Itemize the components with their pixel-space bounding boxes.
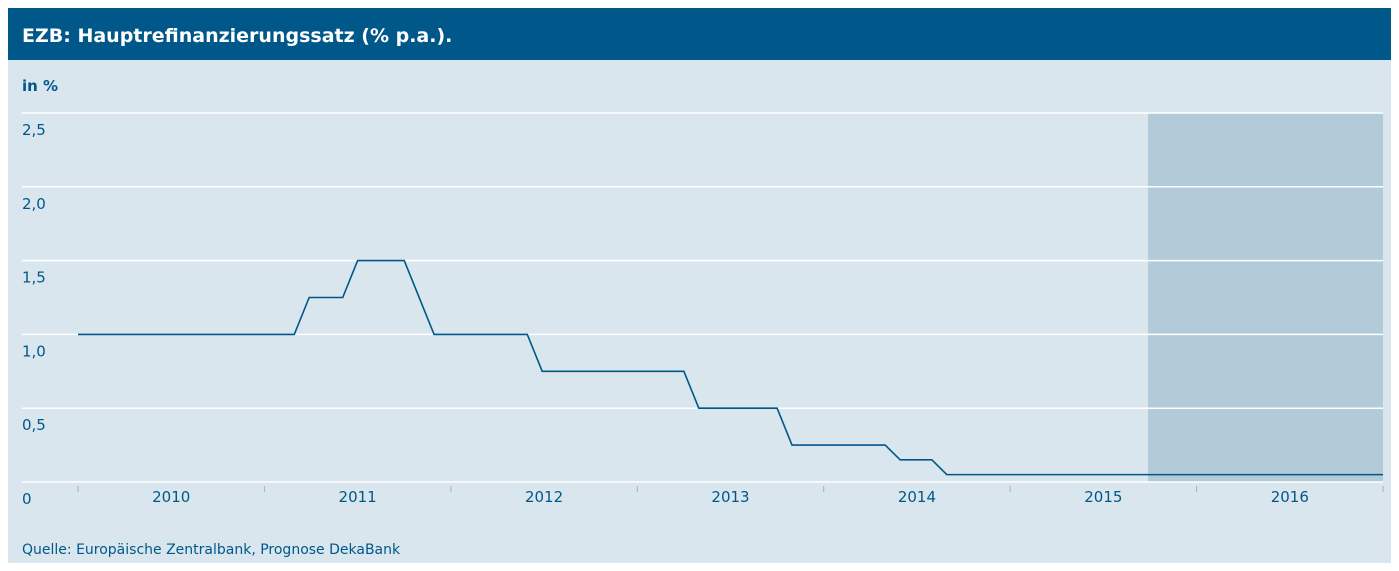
- x-tick-label: 2012: [525, 488, 563, 506]
- header-bar: [8, 8, 1391, 60]
- source-note: Quelle: Europäische Zentralbank, Prognos…: [22, 542, 401, 558]
- rate-line: [78, 259, 1383, 476]
- y-tick-label: 1,5: [22, 269, 46, 287]
- x-tick-label: 2014: [898, 488, 936, 506]
- y-tick-label: 0,5: [22, 416, 46, 434]
- x-tick-label: 2011: [339, 488, 377, 506]
- y-tick-label: 1,0: [22, 342, 46, 360]
- y-tick-label: 0: [22, 490, 32, 508]
- y-tick-label: 2,0: [22, 195, 46, 213]
- x-tick-label: 2010: [152, 488, 190, 506]
- forecast-region: [1148, 113, 1383, 482]
- y-tick-label: 2,5: [22, 121, 46, 139]
- x-tick-label: 2016: [1271, 488, 1309, 506]
- x-tick-label: 2013: [711, 488, 749, 506]
- y-axis-label: in %: [22, 77, 58, 95]
- chart-title: EZB: Hauptrefinanzierungssatz (% p.a.).: [22, 25, 452, 47]
- x-tick-label: 2015: [1084, 488, 1122, 506]
